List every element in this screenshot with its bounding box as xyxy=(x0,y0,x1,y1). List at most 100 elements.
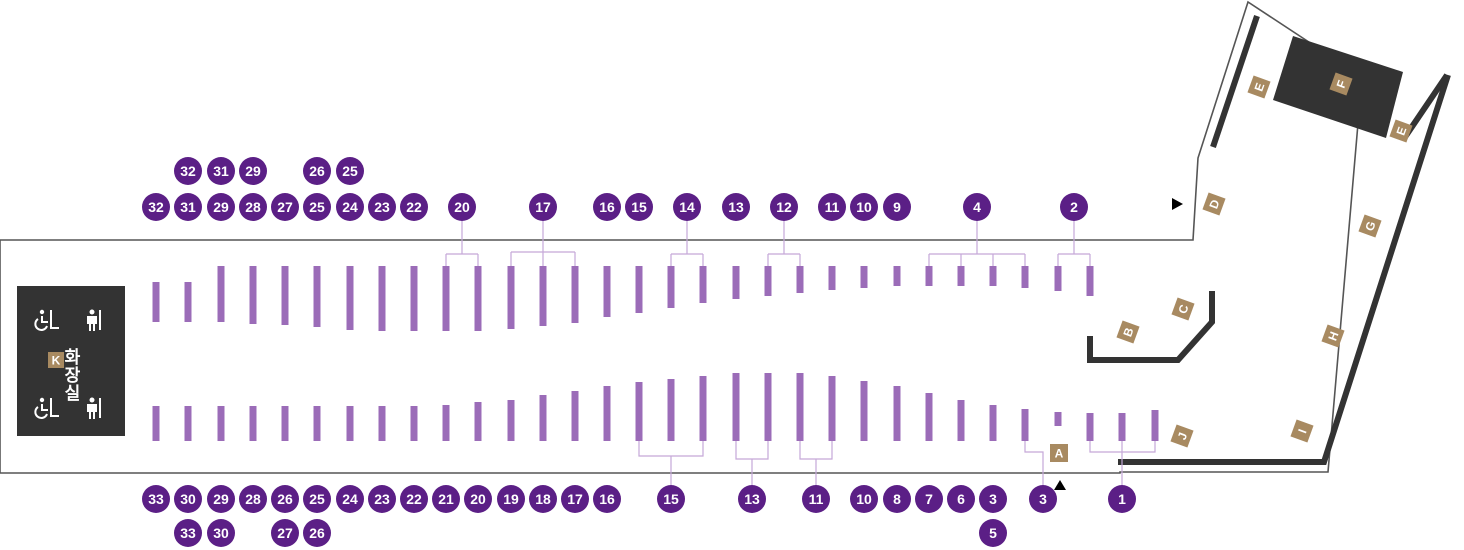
gate-bay xyxy=(378,406,386,441)
bay-connector xyxy=(735,441,769,486)
gate-number-badge: 29 xyxy=(207,485,235,513)
gate-bay xyxy=(474,266,482,331)
svg-text:23: 23 xyxy=(374,491,390,507)
svg-text:A: A xyxy=(1055,447,1064,461)
gate-bay xyxy=(957,400,965,441)
gate-number-badge: 15 xyxy=(625,193,653,221)
bay-connector xyxy=(445,220,479,266)
gate-bay xyxy=(474,402,482,441)
gate-bay xyxy=(1021,409,1029,441)
svg-text:5: 5 xyxy=(989,525,997,541)
gate-number-badge: 8 xyxy=(883,485,911,513)
gate-bay xyxy=(346,406,354,441)
svg-text:15: 15 xyxy=(631,199,647,215)
gate-bay xyxy=(217,406,225,441)
svg-text:2: 2 xyxy=(1070,199,1078,215)
accessible-icon xyxy=(34,397,59,419)
svg-text:3: 3 xyxy=(989,491,997,507)
gate-number-badge: 23 xyxy=(368,193,396,221)
bay-connector xyxy=(510,220,576,266)
gate-number-badge: 14 xyxy=(673,193,701,221)
svg-text:28: 28 xyxy=(245,199,261,215)
svg-text:30: 30 xyxy=(213,525,229,541)
gate-number-badge: 13 xyxy=(722,193,750,221)
zone-tag: E xyxy=(1247,75,1271,99)
gate-number-badge: 27 xyxy=(271,193,299,221)
svg-text:4: 4 xyxy=(973,199,981,215)
gate-bay xyxy=(989,266,997,286)
gate-number-badge: 10 xyxy=(850,485,878,513)
gate-bay xyxy=(152,406,160,441)
gate-number-badge: 25 xyxy=(303,193,331,221)
gate-number-badge: 30 xyxy=(174,485,202,513)
svg-text:17: 17 xyxy=(535,199,551,215)
svg-text:13: 13 xyxy=(744,491,760,507)
gate-bay xyxy=(378,266,386,331)
bay-connector xyxy=(799,441,833,486)
gate-bay xyxy=(249,266,257,324)
gate-number-badge: 15 xyxy=(657,485,685,513)
restroom-tag: K xyxy=(48,352,64,368)
svg-text:I: I xyxy=(1295,427,1309,435)
gate-number-badge: 25 xyxy=(303,485,331,513)
svg-text:15: 15 xyxy=(663,491,679,507)
svg-text:18: 18 xyxy=(535,491,551,507)
gate-number-badge: 26 xyxy=(303,519,331,547)
zone-tag: F xyxy=(1329,72,1353,96)
gate-bay xyxy=(1054,266,1062,291)
gate-number-badge: 27 xyxy=(271,519,299,547)
gate-bay xyxy=(732,373,740,441)
gate-bay xyxy=(184,282,192,322)
svg-text:17: 17 xyxy=(567,491,583,507)
svg-text:8: 8 xyxy=(893,491,901,507)
gate-bays xyxy=(152,266,1159,441)
gate-number-badge: 11 xyxy=(802,485,830,513)
bay-connector xyxy=(1057,220,1091,266)
svg-text:29: 29 xyxy=(213,491,229,507)
gate-badges: 32 31 29 28 27 25 24 23 22 20 17 16 15 14 13 12 11 10 9 4 23… xyxy=(142,157,1136,547)
gate-number-badge: 9 xyxy=(883,193,911,221)
gate-number-badge: 18 xyxy=(529,485,557,513)
restroom-icons xyxy=(34,309,101,419)
svg-text:24: 24 xyxy=(342,199,358,215)
gate-bay xyxy=(732,266,740,299)
gate-number-badge: 26 xyxy=(271,485,299,513)
gate-bay xyxy=(571,391,579,441)
zone-tag: E xyxy=(1389,119,1413,143)
gate-bay xyxy=(603,266,611,317)
gate-number-badge: 13 xyxy=(738,485,766,513)
bay-connector xyxy=(767,220,801,266)
gate-number-badge: 29 xyxy=(239,157,267,185)
gate-bay xyxy=(860,266,868,288)
gate-number-badge: 7 xyxy=(915,485,943,513)
svg-text:33: 33 xyxy=(180,525,196,541)
gate-bay xyxy=(313,406,321,441)
zone-tag: C xyxy=(1171,297,1195,321)
svg-text:29: 29 xyxy=(213,199,229,215)
svg-text:22: 22 xyxy=(406,491,422,507)
svg-text:3: 3 xyxy=(1039,491,1047,507)
gate-bay xyxy=(281,406,289,441)
gate-bay xyxy=(1054,412,1062,426)
zone-tag: B xyxy=(1116,320,1140,344)
svg-text:24: 24 xyxy=(342,491,358,507)
svg-text:23: 23 xyxy=(374,199,390,215)
svg-text:20: 20 xyxy=(454,199,470,215)
gate-number-badge: 29 xyxy=(207,193,235,221)
svg-text:11: 11 xyxy=(825,199,840,215)
gate-number-badge: 17 xyxy=(561,485,589,513)
gate-bay xyxy=(249,406,257,441)
gate-number-badge: 24 xyxy=(336,485,364,513)
gate-bay xyxy=(184,406,192,441)
gate-bay xyxy=(989,405,997,441)
gate-bay xyxy=(796,266,804,293)
gate-bay xyxy=(764,373,772,441)
gate-bay xyxy=(1021,266,1029,288)
walls xyxy=(1087,15,1451,465)
gate-bay xyxy=(828,266,836,290)
gate-bay xyxy=(635,266,643,313)
gate-bay xyxy=(442,405,450,441)
svg-text:25: 25 xyxy=(342,163,358,179)
svg-text:14: 14 xyxy=(679,199,695,215)
